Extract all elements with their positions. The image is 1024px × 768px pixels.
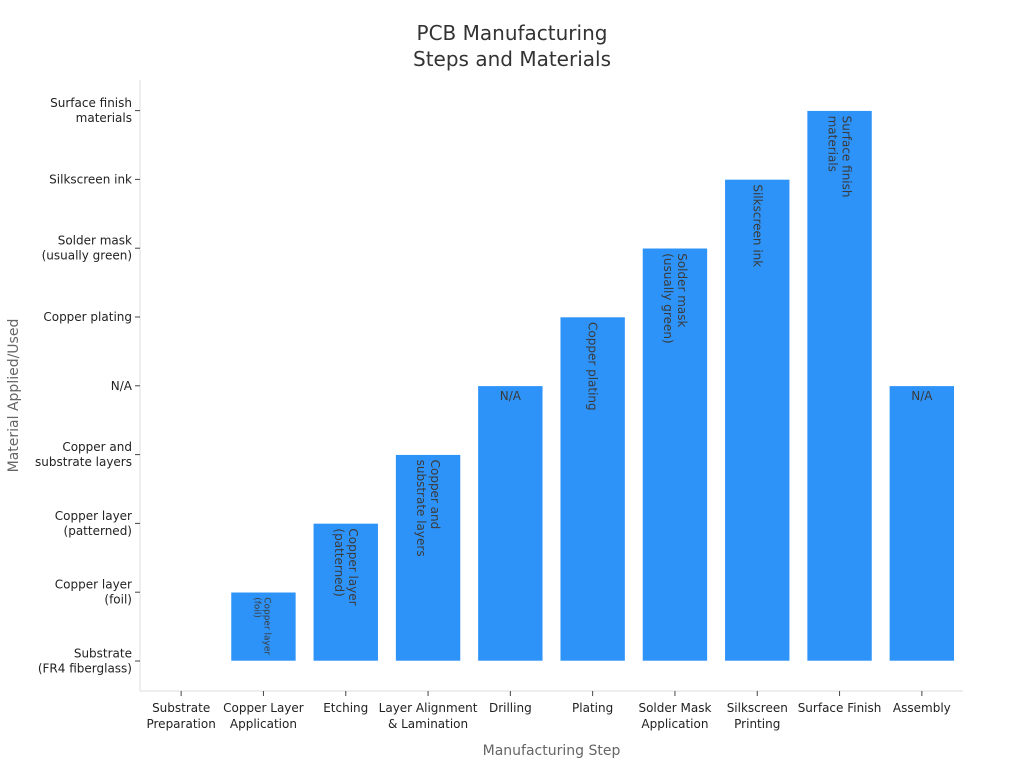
chart-title-text: PCB Manufacturing Steps and Materials bbox=[413, 21, 611, 71]
chart-title: PCB Manufacturing Steps and Materials bbox=[413, 21, 611, 71]
x-tick-label: Surface Finish bbox=[798, 701, 882, 715]
bar-data-label: Solder mask(usually green) bbox=[661, 253, 689, 343]
x-tick-label: Drilling bbox=[489, 701, 532, 715]
x-tick-label: Layer Alignment & Lamination bbox=[379, 701, 478, 731]
x-tick-label: Solder Mask Application bbox=[638, 701, 711, 731]
y-tick-label: Copper layer (patterned) bbox=[55, 509, 132, 538]
x-tick-label: Etching bbox=[323, 701, 368, 715]
y-tick-label: Copper plating bbox=[43, 310, 132, 324]
bar-data-label: Surface finishmaterials bbox=[826, 116, 854, 198]
x-axis-ticks: Substrate Preparation Copper Layer Applicat… bbox=[146, 691, 951, 731]
y-tick-label: Copper and substrate layers bbox=[35, 440, 132, 469]
x-tick-label: Copper Layer Application bbox=[223, 701, 304, 731]
bar bbox=[724, 179, 791, 662]
bar-data-label: Copper layer(patterned) bbox=[332, 528, 360, 605]
bar bbox=[312, 523, 379, 662]
y-tick-label: Copper layer (foil) bbox=[55, 578, 132, 607]
x-tick-label: Plating bbox=[572, 701, 613, 715]
y-tick-label: Solder mask (usually green) bbox=[42, 234, 132, 263]
bar-data-label: Copper plating bbox=[586, 322, 600, 411]
x-tick-label: Substrate Preparation bbox=[146, 701, 215, 731]
bar-data-label: Silkscreen ink bbox=[750, 184, 764, 267]
bar bbox=[642, 247, 708, 662]
bar-data-label: Copper andsubstrate layers bbox=[414, 460, 442, 557]
bar bbox=[477, 385, 544, 662]
y-axis-title: Material Applied/Used bbox=[6, 319, 22, 473]
bar bbox=[230, 591, 297, 662]
y-tick-label: N/A bbox=[111, 379, 133, 393]
bar bbox=[806, 110, 873, 662]
bar bbox=[395, 454, 461, 662]
y-tick-label: Surface finish materials bbox=[50, 96, 132, 125]
x-axis-title: Manufacturing Step bbox=[483, 743, 621, 759]
bar-data-label: N/A bbox=[911, 389, 933, 403]
x-tick-label: Assembly bbox=[893, 701, 951, 715]
bar-data-label: Copper layer(foil) bbox=[251, 597, 271, 655]
bar-labels: Copper layer(foil) Copper layer(patterned… bbox=[251, 116, 933, 656]
y-tick-label: Substrate (FR4 fiberglass) bbox=[38, 647, 132, 676]
y-tick-label: Silkscreen ink bbox=[49, 172, 132, 186]
bars bbox=[230, 110, 955, 662]
x-tick-label: Silkscreen Printing bbox=[727, 701, 788, 731]
bar bbox=[559, 316, 626, 662]
y-axis-ticks: Substrate (FR4 fiberglass) Copper layer (fo… bbox=[35, 96, 140, 676]
bar bbox=[889, 385, 955, 662]
bar-data-label: N/A bbox=[500, 389, 522, 403]
